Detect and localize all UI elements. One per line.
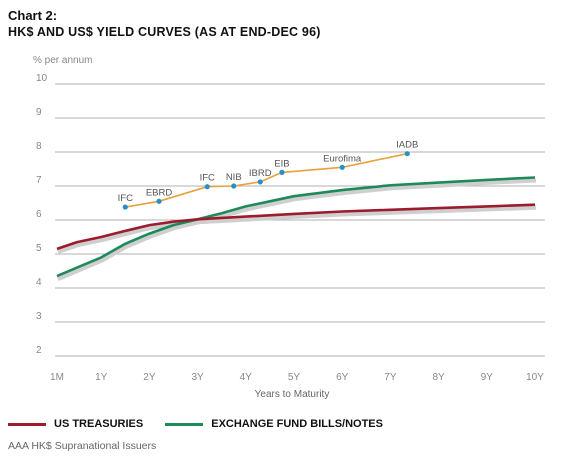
yield-curve-chart: 2 3 4 5 6 7 8 9 10 1M 1Y 2Y 3Y 4Y 5Y 6Y 7Y 8Y 9Y 10Y Years t… bbox=[36, 73, 545, 400]
series-line-us-treasuries bbox=[56, 203, 536, 251]
legend-label-exchange-fund: EXCHANGE FUND BILLS/NOTES bbox=[211, 418, 383, 430]
data-label-supranational: EBRD bbox=[146, 187, 173, 198]
data-point-supranational bbox=[257, 179, 263, 185]
data-point-supranational bbox=[156, 198, 162, 204]
y-tick-label: 6 bbox=[36, 209, 42, 220]
x-tick-label: 9Y bbox=[481, 372, 494, 383]
footnote: AAA HK$ Supranational Issuers bbox=[8, 440, 157, 452]
data-label-supranational: IFC bbox=[200, 173, 215, 184]
data-label-supranational: IADB bbox=[396, 140, 418, 151]
data-label-supranational: EIB bbox=[274, 158, 289, 169]
legend-swatch-exchange-fund bbox=[165, 422, 204, 426]
data-label-supranational: Eurofima bbox=[323, 153, 362, 164]
y-tick-label: 3 bbox=[36, 311, 42, 322]
data-point-supranational bbox=[404, 151, 410, 157]
y-tick-label: 9 bbox=[36, 107, 42, 118]
x-axis-label: Years to Maturity bbox=[255, 389, 330, 400]
y-axis-unit-label: % per annum bbox=[33, 55, 93, 66]
series-line-shadow-us-treasuries bbox=[57, 205, 537, 254]
chart-title: HK$ AND US$ YIELD CURVES (AS AT END-DEC … bbox=[8, 25, 321, 39]
data-label-supranational: IFC bbox=[118, 193, 133, 204]
y-tick-label: 4 bbox=[36, 277, 42, 288]
x-tick-label: 1M bbox=[50, 372, 64, 383]
y-tick-label: 8 bbox=[36, 141, 42, 152]
data-label-supranational: NIB bbox=[226, 172, 242, 183]
y-tick-label: 5 bbox=[36, 243, 42, 254]
data-label-supranational: IBRD bbox=[249, 168, 272, 179]
x-tick-label: 6Y bbox=[336, 372, 349, 383]
data-point-supranational bbox=[339, 164, 345, 170]
data-point-supranational bbox=[204, 184, 210, 190]
legend-item-us-treasuries: US TREASURIES bbox=[8, 418, 143, 430]
chart-label: Chart 2: bbox=[8, 8, 58, 23]
data-point-supranational bbox=[279, 169, 285, 175]
data-point-supranational bbox=[231, 183, 237, 189]
series-line-shadow-exchange-fund bbox=[57, 178, 537, 281]
legend-item-exchange-fund: EXCHANGE FUND BILLS/NOTES bbox=[165, 418, 383, 430]
data-point-supranational bbox=[122, 204, 128, 210]
x-tick-label: 10Y bbox=[526, 372, 544, 383]
x-tick-label: 3Y bbox=[191, 372, 204, 383]
x-tick-label: 1Y bbox=[95, 372, 108, 383]
legend-swatch-us-treasuries bbox=[8, 422, 46, 426]
x-tick-label: 2Y bbox=[143, 372, 156, 383]
y-tick-label: 2 bbox=[36, 345, 42, 356]
x-tick-label: 8Y bbox=[432, 372, 445, 383]
y-tick-label: 10 bbox=[36, 73, 48, 84]
series-line-exchange-fund bbox=[56, 176, 536, 278]
x-tick-label: 4Y bbox=[240, 372, 253, 383]
chart-legend: US TREASURIES EXCHANGE FUND BILLS/NOTES bbox=[8, 418, 405, 430]
series-line-supranational bbox=[125, 152, 408, 208]
y-tick-label: 7 bbox=[36, 175, 42, 186]
x-tick-label: 5Y bbox=[288, 372, 301, 383]
legend-label-us-treasuries: US TREASURIES bbox=[54, 418, 144, 430]
x-tick-label: 7Y bbox=[384, 372, 397, 383]
